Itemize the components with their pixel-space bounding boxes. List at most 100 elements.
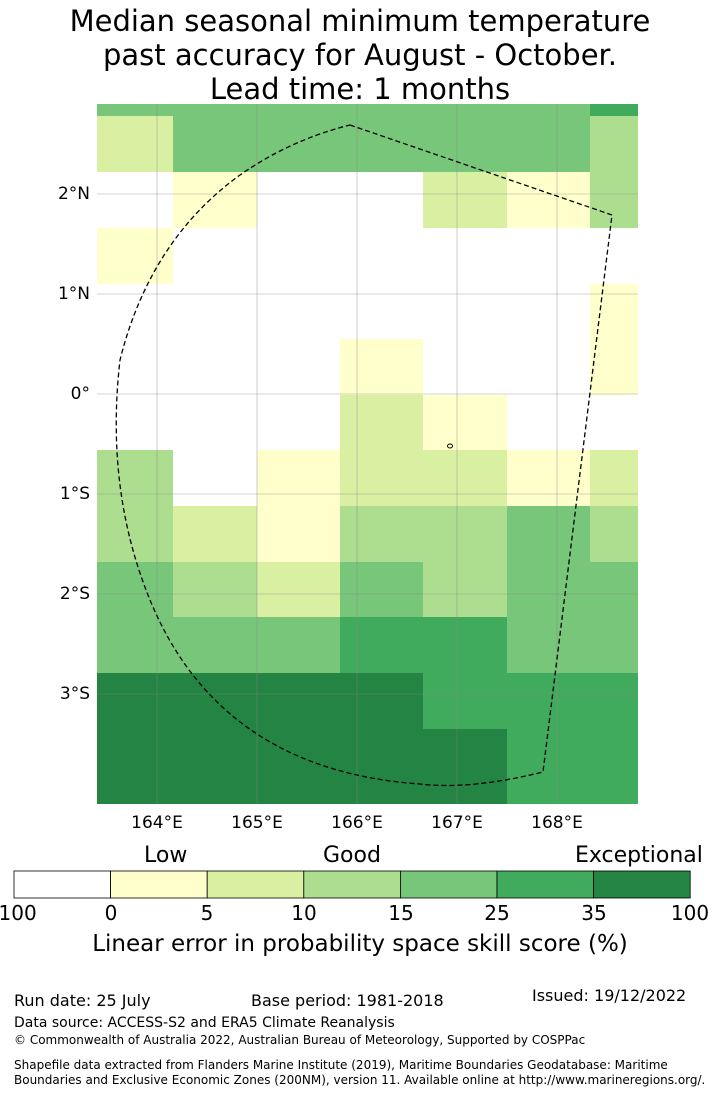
grid-cell (257, 228, 340, 284)
grid-cell (97, 228, 173, 284)
legend-tick: -100 (0, 901, 37, 925)
grid-cell (507, 116, 590, 172)
grid-cell (173, 617, 257, 673)
lon-label-168e: 168°E (531, 813, 583, 833)
data-source: Data source: ACCESS-S2 and ERA5 Climate … (14, 1015, 395, 1031)
grid-cell (590, 562, 638, 617)
grid-cell (590, 395, 638, 450)
graticule (97, 104, 638, 804)
grid-cell (590, 339, 638, 395)
grid-cell (423, 450, 507, 506)
grid-cell (340, 116, 423, 172)
legend-caption: Linear error in probability space skill … (92, 931, 628, 957)
grid-cell (590, 450, 638, 506)
lon-label-166e: 166°E (331, 813, 383, 833)
grid-cell (340, 172, 423, 228)
grid-cell (173, 284, 257, 339)
grid-cell (423, 729, 507, 804)
lat-label-2n: 2°N (58, 184, 90, 204)
grid-cell (590, 116, 638, 172)
legend-swatch (593, 870, 691, 899)
grid-cell (340, 673, 423, 729)
grid-cell (257, 506, 340, 562)
grid-cell (173, 729, 257, 804)
grid-cell (507, 506, 590, 562)
grid-cell (590, 228, 638, 284)
legend-tick: 100 (670, 901, 710, 925)
grid-cell (340, 284, 423, 339)
grid-cell (590, 104, 638, 116)
legend-tick: 25 (484, 901, 510, 925)
legend-label-low: Low (144, 843, 188, 868)
lat-label-1n: 1°N (58, 284, 90, 304)
grid-cell (340, 729, 423, 804)
legend-tick: 0 (104, 901, 118, 925)
chart-title: Median seasonal minimum temperature past… (0, 4, 720, 106)
grid-cell (173, 104, 257, 116)
legend-swatch (110, 870, 208, 899)
title-line-3: Lead time: 1 months (209, 72, 511, 106)
legend-tick: 10 (291, 901, 317, 925)
grid-cell (340, 450, 423, 506)
grid-cell (97, 172, 173, 228)
grid-cell (590, 506, 638, 562)
island-marker (447, 443, 453, 449)
grid-cell (423, 673, 507, 729)
grid-cell (173, 172, 257, 228)
grid-cell (97, 673, 173, 729)
grid-cell (340, 506, 423, 562)
grid-cell (257, 562, 340, 617)
grid-cell (423, 562, 507, 617)
grid-cell (97, 506, 173, 562)
grid-cell (507, 395, 590, 450)
grid-cell (340, 617, 423, 673)
grid-cell (423, 506, 507, 562)
grid-cell (257, 339, 340, 395)
grid-cell (423, 617, 507, 673)
grid-cell (97, 617, 173, 673)
grid-cell (173, 395, 257, 450)
run-date: Run date: 25 July (14, 991, 151, 1010)
shapefile-credit-line-1: Shapefile data extracted from Flanders M… (14, 1058, 668, 1072)
legend-swatch (399, 870, 498, 899)
grid-cell (423, 116, 507, 172)
grid-cell (507, 562, 590, 617)
legend-swatch (13, 870, 111, 899)
legend-tick: 15 (388, 901, 414, 925)
title-line-1: Median seasonal minimum temperature (69, 4, 651, 38)
grid-cell (507, 729, 590, 804)
grid-cell (257, 284, 340, 339)
legend-swatch (303, 870, 401, 899)
grid-cell (257, 673, 340, 729)
legend-tick: 5 (200, 901, 214, 925)
grid-cell (173, 673, 257, 729)
legend-colorbar (13, 870, 691, 899)
grid-cell (507, 172, 590, 228)
issued-date: Issued: 19/12/2022 (532, 986, 687, 1005)
grid-cell (340, 395, 423, 450)
lat-label-1s: 1°S (60, 484, 90, 504)
grid-cell (173, 116, 257, 172)
copyright: © Commonwealth of Australia 2022, Austra… (14, 1033, 586, 1047)
grid-cell (507, 104, 590, 116)
grid-cell (507, 228, 590, 284)
grid-cell (97, 395, 173, 450)
grid-cell (173, 450, 257, 506)
legend-swatch (496, 870, 594, 899)
grid-cell (507, 450, 590, 506)
grid-cell (97, 450, 173, 506)
lon-label-167e: 167°E (431, 813, 483, 833)
legend-tick: 35 (581, 901, 607, 925)
grid-cell (423, 339, 507, 395)
lon-label-164e: 164°E (131, 813, 183, 833)
legend-label-good: Good (323, 843, 381, 868)
grid-cell (97, 339, 173, 395)
grid-cell (423, 172, 507, 228)
grid-cell (590, 617, 638, 673)
grid-cell (257, 116, 340, 172)
grid-cell (423, 104, 507, 116)
grid-cell (507, 673, 590, 729)
grid-cell (423, 284, 507, 339)
lon-label-165e: 165°E (231, 813, 283, 833)
